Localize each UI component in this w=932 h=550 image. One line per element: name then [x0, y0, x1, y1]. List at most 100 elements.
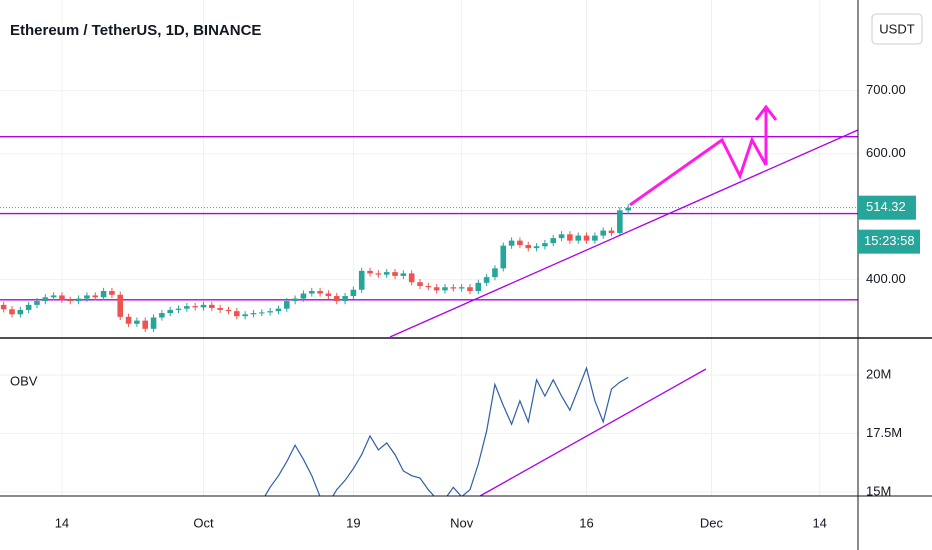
candle-body: [92, 295, 99, 298]
candle-body: [100, 291, 107, 298]
candle-body: [25, 304, 32, 310]
y-tick-label: 600.00: [866, 145, 906, 160]
candle-body: [575, 235, 582, 241]
candle-body: [217, 308, 223, 310]
candle-body: [258, 312, 265, 314]
candle-body: [242, 314, 248, 317]
candle-body: [625, 207, 631, 211]
currency[interactable]: USDT: [879, 21, 914, 36]
candle-body: [250, 313, 257, 315]
candle-body: [608, 230, 615, 234]
candle-body: [159, 313, 165, 318]
candle-body: [567, 234, 573, 241]
candle-body: [325, 293, 332, 297]
candle-body: [533, 246, 540, 249]
candle-body: [175, 308, 182, 310]
candle-body: [67, 299, 74, 302]
candle-body: [34, 301, 40, 305]
x-tick-label: 19: [346, 515, 360, 530]
x-tick-label: 14: [55, 515, 69, 530]
candle-body: [50, 295, 57, 298]
candle-body: [475, 282, 482, 292]
candle-body: [617, 210, 623, 234]
candle-body: [184, 306, 190, 309]
candle-body: [275, 308, 282, 312]
candle-body: [209, 304, 215, 309]
candle-body: [225, 309, 232, 312]
candle-body: [408, 273, 415, 283]
candle-body: [400, 273, 407, 276]
candle-body: [358, 270, 365, 290]
grid: [0, 0, 858, 496]
candle-body: [542, 243, 548, 247]
x-tick-label: 14: [812, 515, 826, 530]
drawings: [389, 104, 858, 337]
x-tick-label: Dec: [700, 515, 724, 530]
candle-body: [508, 240, 515, 246]
candle-body: [117, 294, 124, 317]
candle-body: [134, 320, 140, 324]
price-pane: [0, 136, 858, 332]
candle-body: [525, 245, 532, 249]
candle-body: [200, 304, 207, 308]
candle-body: [125, 316, 132, 324]
candle-body: [583, 235, 590, 241]
candle-body: [9, 309, 15, 315]
y-tick-label: 20M: [866, 367, 891, 382]
indicator-title: OBV: [10, 373, 38, 388]
candle-body: [425, 285, 432, 288]
candle-body: [550, 238, 557, 244]
obv-pane: [264, 366, 629, 496]
y-tick-label: 15M: [866, 483, 891, 498]
chart-title: Ethereum / TetherUS, 1D, BINANCE: [10, 22, 261, 39]
candle-body: [350, 289, 357, 297]
candle-body: [517, 240, 523, 246]
candle-body: [59, 295, 65, 300]
candle-body: [442, 287, 448, 291]
candle-body: [483, 277, 490, 283]
candle-body: [558, 234, 565, 239]
candle-body: [433, 287, 440, 291]
candle-body: [142, 320, 149, 329]
candle-body: [0, 304, 7, 310]
projection-arrowhead: [754, 104, 778, 121]
last-price-label: 514.32: [866, 199, 906, 214]
candle-body: [267, 311, 273, 313]
candle-body: [375, 273, 382, 275]
candle-body: [317, 291, 323, 294]
candle-body: [600, 230, 606, 236]
candle-body: [450, 287, 457, 289]
candle-body: [392, 272, 398, 276]
candle-body: [592, 235, 598, 241]
y-tick-label: 700.00: [866, 82, 906, 97]
candle-body: [342, 296, 348, 302]
candle-body: [167, 309, 174, 314]
candle-body: [292, 298, 298, 302]
x-tick-label: 16: [579, 515, 593, 530]
obv-trendline: [479, 368, 707, 497]
candle-body: [383, 272, 390, 275]
candle-body: [367, 270, 373, 274]
x-tick-label: Oct: [193, 515, 214, 530]
axes: 400.00 600.00 700.00 14 Oct 19 Nov 16 Dec 14 514.3…: [55, 82, 920, 530]
currency-button[interactable]: [871, 13, 923, 45]
trendline: [389, 129, 858, 337]
candle-body: [150, 317, 157, 329]
candle-body: [42, 297, 49, 302]
obv-line: [264, 366, 629, 496]
x-tick-label: Nov: [450, 515, 474, 530]
last-price-box: [858, 195, 916, 220]
countdown-box: [858, 229, 920, 254]
candle-body: [283, 301, 290, 309]
candle-body: [300, 293, 307, 299]
candle-body: [417, 282, 423, 286]
y-tick-label: 17.5M: [866, 425, 902, 440]
candle-body: [333, 296, 340, 302]
candle-body: [109, 291, 115, 295]
candle-body: [458, 287, 465, 289]
candle-body: [492, 268, 498, 278]
candle-body: [17, 309, 24, 315]
y-tick-label: 400.00: [866, 271, 906, 286]
candle-body: [192, 306, 198, 308]
